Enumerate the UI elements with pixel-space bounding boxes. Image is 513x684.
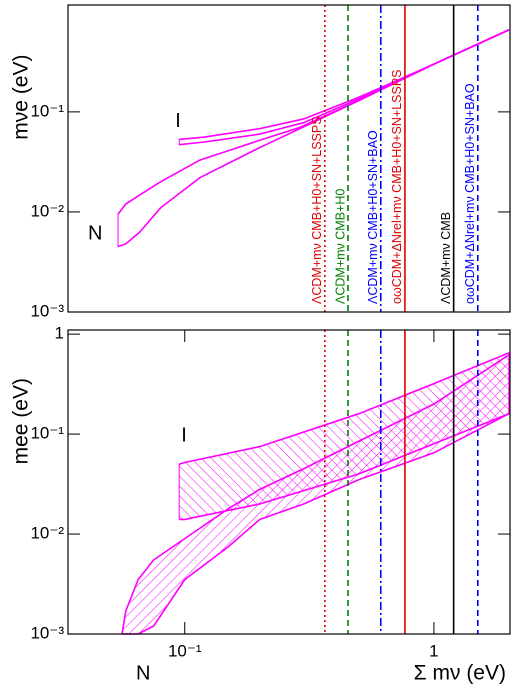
- x-tick-label: 10⁻¹: [168, 641, 202, 660]
- y-tick-label: 10⁻¹: [30, 424, 64, 443]
- x-tick-label: 1: [429, 641, 438, 660]
- y-tick-label: 1: [55, 324, 64, 343]
- vertical-line-label: ΛCDM+mν CMB+H0+SN+BAO: [366, 130, 380, 304]
- y-tick-label: 10⁻²: [30, 201, 64, 220]
- vertical-line-label: oωCDM+ΔNrel+mν CMB+H0+SN+LSSPS: [390, 69, 404, 304]
- vertical-line-label: ΛCDM+mν CMB: [439, 212, 453, 304]
- band-upper-edge: [178, 352, 510, 465]
- y-axis-title: mνe (eV): [10, 55, 33, 140]
- band-upper-edge: [179, 29, 510, 141]
- band-label: N: [88, 222, 102, 244]
- band-fill: [178, 29, 510, 146]
- y-axis-title: mee (eV): [10, 378, 33, 464]
- frame: [67, 4, 511, 313]
- y-tick-label: 10⁻³: [30, 301, 64, 320]
- vertical-line-label: oωCDM+ΔNrel+mν CMB+H0+SN+BAO: [463, 83, 477, 304]
- x-axis-title: Σ mν (eV): [414, 662, 506, 684]
- frame: [67, 329, 511, 635]
- band-upper-edge: [121, 354, 510, 635]
- band-lower-edge: [117, 29, 510, 248]
- band-label: N: [136, 662, 150, 684]
- band-lower-edge: [179, 29, 510, 146]
- vertical-line-label: ΛCDM+mν CMB+H0+SN+LSSPS: [310, 116, 324, 304]
- band-label: I: [181, 424, 187, 446]
- y-tick-label: 10⁻²: [30, 524, 64, 543]
- y-tick-label: 10⁻¹: [30, 101, 64, 120]
- vertical-line-label: ΛCDM+mν CMB+H0: [333, 189, 347, 304]
- y-tick-label: 10⁻³: [30, 623, 64, 642]
- band-label: I: [175, 110, 181, 132]
